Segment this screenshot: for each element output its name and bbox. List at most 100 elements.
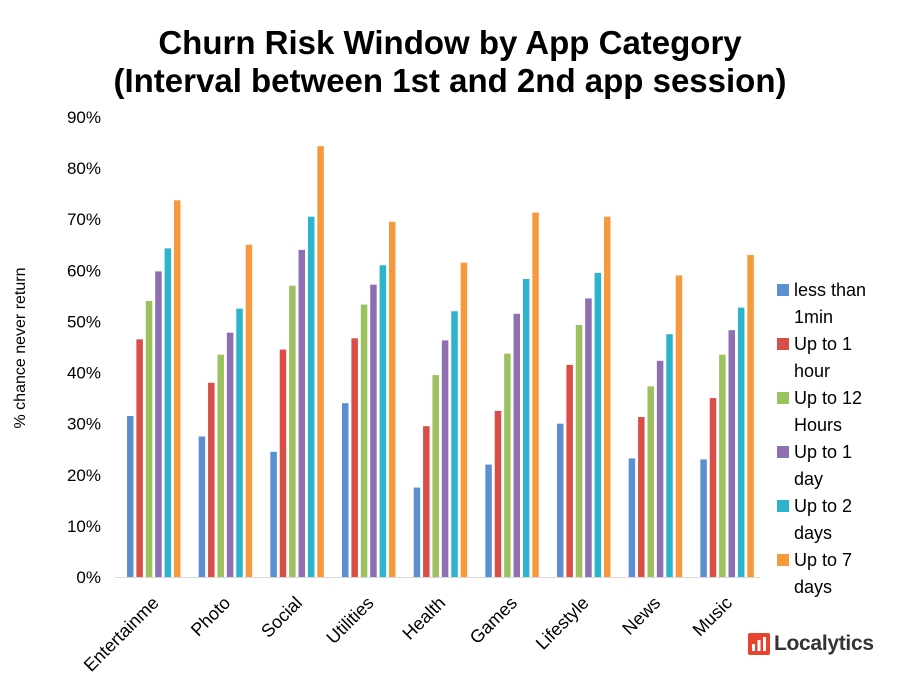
bar	[155, 271, 162, 577]
legend-item: Up to 1 day	[774, 439, 894, 493]
y-axis-ticks: 0% 10% 20% 30% 40% 50% 60% 70% 80% 90%	[67, 108, 101, 587]
legend: less than 1min Up to 1 hour Up to 12 Hours Up …	[774, 277, 894, 601]
x-category-label: Photo	[187, 593, 234, 640]
bar	[747, 255, 754, 577]
bar	[279, 349, 287, 577]
bar	[389, 221, 396, 577]
bar	[700, 459, 707, 577]
legend-label-line: days	[794, 523, 833, 543]
bar	[656, 360, 664, 577]
bar	[647, 386, 654, 577]
x-category-label: Music	[689, 593, 736, 640]
legend-item: less than 1min	[774, 277, 894, 331]
y-tick-label: 20%	[67, 466, 101, 485]
bar	[709, 398, 717, 577]
y-tick-label: 50%	[67, 312, 101, 331]
bar	[208, 382, 215, 577]
localytics-logo-icon	[748, 633, 770, 655]
bar	[351, 338, 358, 577]
legend-item: Up to 7 days	[774, 547, 894, 601]
y-tick-label: 70%	[67, 210, 101, 229]
bar	[317, 146, 324, 577]
bar	[737, 307, 745, 577]
legend-swatch	[777, 500, 789, 512]
bar	[270, 451, 277, 577]
x-category-label: News	[618, 593, 664, 639]
bar	[226, 332, 234, 577]
bar	[245, 244, 253, 577]
bar	[136, 339, 143, 577]
legend-swatch	[777, 284, 789, 296]
bar	[719, 354, 726, 577]
y-tick-label: 10%	[67, 517, 101, 536]
x-category-label: Utilities	[322, 593, 377, 648]
bar	[441, 340, 449, 577]
bar	[604, 216, 611, 578]
x-category-label: Entertainme	[80, 593, 163, 676]
bar	[298, 249, 306, 577]
legend-swatch	[777, 446, 789, 458]
legend-swatch	[777, 392, 789, 404]
legend-label-line: Up to 1	[794, 442, 853, 462]
bar	[485, 464, 492, 577]
bar	[494, 410, 502, 577]
bar	[432, 375, 439, 577]
legend-label-line: Up to 2	[794, 496, 853, 516]
bar	[370, 284, 377, 577]
bar	[504, 353, 511, 577]
bar	[413, 487, 421, 577]
bar	[513, 313, 521, 577]
bar	[522, 279, 530, 577]
legend-label-line: 1min	[794, 307, 834, 327]
legend-swatch	[777, 554, 789, 566]
y-tick-label: 30%	[67, 415, 101, 434]
bar	[342, 403, 349, 577]
y-tick-label: 90%	[67, 108, 101, 127]
bar	[145, 301, 153, 577]
legend-label-line: less than	[794, 280, 867, 300]
bar	[379, 265, 387, 577]
legend-label-line: day	[794, 469, 824, 489]
bar	[360, 304, 368, 577]
localytics-logo: Localytics	[748, 630, 874, 658]
bar	[675, 275, 683, 577]
x-category-label: Games	[466, 593, 521, 648]
bar	[594, 272, 602, 577]
legend-item: Up to 1 hour	[774, 331, 894, 385]
bar	[575, 325, 583, 577]
chart-subtitle: (Interval between 1st and 2nd app sessio…	[113, 62, 787, 99]
legend-label-line: hour	[794, 361, 831, 381]
chart-title: Churn Risk Window by App Category	[158, 24, 742, 61]
bar	[638, 417, 645, 577]
bar	[174, 200, 181, 577]
bar	[127, 416, 134, 577]
bar	[307, 216, 315, 578]
x-category-label: Lifestyle	[532, 593, 593, 654]
bar	[666, 334, 673, 577]
y-tick-label: 80%	[67, 159, 101, 178]
legend-item: Up to 12 Hours	[774, 385, 894, 439]
legend-label-line: days	[794, 577, 833, 597]
bar	[198, 436, 206, 577]
y-tick-label: 0%	[76, 568, 101, 587]
x-category-label: Health	[398, 593, 449, 644]
bar	[585, 298, 592, 577]
bar	[451, 311, 458, 577]
legend-label-line: Up to 7	[794, 550, 853, 570]
legend-swatch	[777, 338, 789, 350]
bar	[532, 212, 539, 577]
legend-label-line: Up to 1	[794, 334, 853, 354]
x-axis-categories: Entertainme Photo Social Utilities Health Gam…	[80, 593, 736, 676]
bar	[460, 262, 468, 577]
logo-text: Localytics	[774, 632, 874, 655]
x-category-label: Social	[257, 593, 306, 642]
y-tick-label: 60%	[67, 261, 101, 280]
bar	[289, 285, 296, 577]
bar	[566, 364, 573, 577]
bar	[236, 308, 243, 577]
bar	[217, 354, 224, 577]
bar	[557, 423, 564, 577]
bar	[628, 458, 636, 577]
legend-label-line: Up to 12	[794, 388, 863, 408]
